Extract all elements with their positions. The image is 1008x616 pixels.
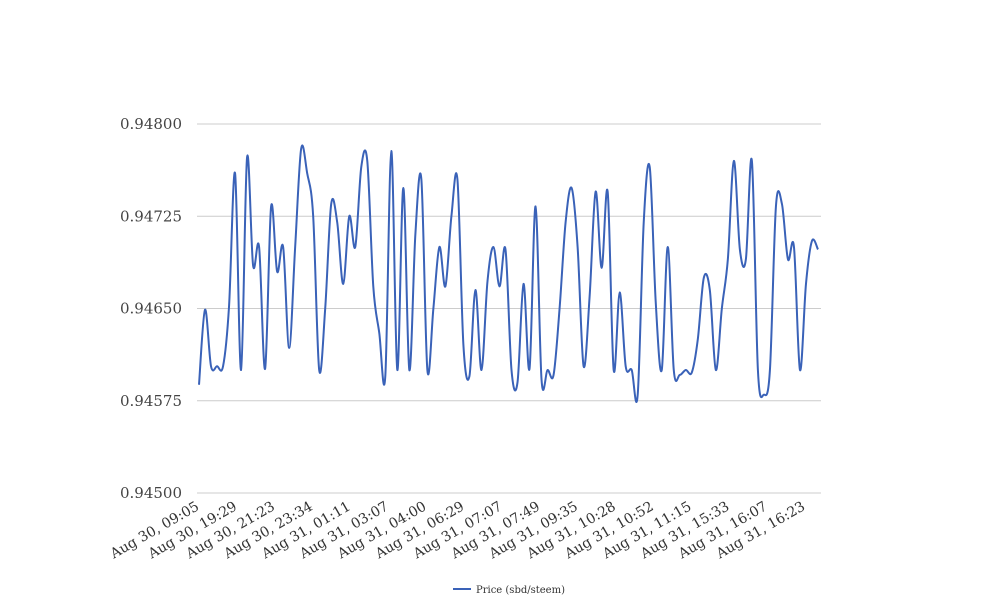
y-axis-tick-labels: 0.94500 0.94575 0.94650 0.94725 0.94800 bbox=[120, 115, 182, 502]
legend[interactable]: Price (sbd/steem) bbox=[453, 585, 565, 596]
y-tick-label: 0.94650 bbox=[120, 300, 182, 318]
y-tick-label: 0.94725 bbox=[120, 207, 182, 225]
series-line-price[interactable] bbox=[198, 144, 819, 403]
y-tick-label: 0.94575 bbox=[120, 392, 182, 410]
y-tick-label: 0.94500 bbox=[120, 484, 182, 502]
series-layer bbox=[198, 144, 819, 403]
y-tick-label: 0.94800 bbox=[120, 115, 182, 133]
legend-label-price: Price (sbd/steem) bbox=[476, 585, 565, 596]
